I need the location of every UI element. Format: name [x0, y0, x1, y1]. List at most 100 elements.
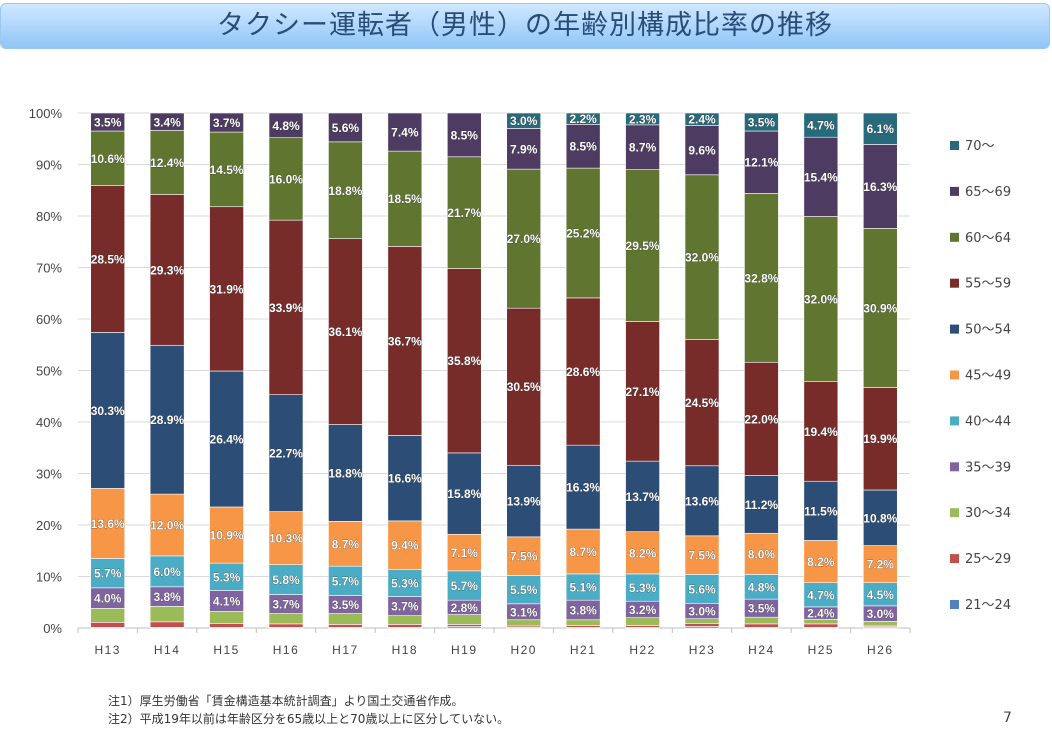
data-label: 28.9% — [150, 413, 184, 427]
data-label: 27.0% — [507, 232, 541, 246]
bar-segment — [506, 619, 542, 627]
data-label: 18.8% — [328, 466, 362, 480]
data-label: 27.1% — [626, 385, 660, 399]
bar-segment — [684, 339, 720, 467]
data-label: 30.3% — [91, 404, 125, 418]
bar-segment — [506, 464, 542, 538]
bar-segment — [328, 424, 363, 522]
data-label: 6.1% — [867, 122, 895, 136]
x-tick-label: H23 — [689, 643, 716, 657]
data-label: 13.6% — [685, 494, 719, 508]
bar-segment — [149, 555, 185, 588]
bar-segment — [684, 465, 720, 537]
legend-label: 50～54 — [965, 323, 1011, 338]
data-label: 11.5% — [804, 504, 838, 518]
bar-segment — [625, 169, 660, 322]
bar-segment — [565, 625, 601, 628]
y-tick-label: 20% — [36, 518, 62, 533]
legend-label: 30～34 — [965, 506, 1011, 521]
bar-segment — [803, 112, 839, 138]
bar-segment — [209, 623, 244, 628]
y-tick-label: 50% — [36, 364, 62, 379]
bar-segment — [446, 156, 482, 269]
bar-segment — [803, 381, 839, 482]
bar-segment — [862, 387, 898, 491]
bar-segment — [506, 128, 542, 170]
data-label: 13.7% — [626, 490, 660, 504]
data-label: 16.3% — [566, 481, 600, 495]
bar-segment — [684, 618, 720, 624]
legend-swatch — [950, 462, 959, 472]
data-label: 3.2% — [629, 603, 657, 617]
legend-label: 55～59 — [965, 277, 1011, 292]
legend-label: 60～64 — [965, 231, 1011, 246]
x-tick-label: H21 — [570, 643, 597, 657]
data-label: 14.5% — [210, 163, 244, 177]
x-tick-label: H16 — [273, 643, 300, 657]
data-label: 3.1% — [510, 605, 538, 619]
data-label: 24.5% — [685, 396, 719, 410]
x-tick-label: H22 — [629, 643, 656, 657]
y-tick-label: 40% — [36, 415, 62, 430]
bar-segment — [268, 112, 304, 139]
data-label: 5.3% — [629, 581, 657, 595]
bar-segment — [506, 536, 542, 576]
data-label: 15.4% — [804, 170, 838, 184]
data-label: 25.2% — [566, 226, 600, 240]
bar-segment — [268, 137, 304, 221]
bar-segment — [387, 624, 423, 628]
data-label: 4.8% — [748, 580, 776, 594]
bar-segment — [209, 506, 244, 564]
x-tick-label: H26 — [867, 643, 894, 657]
data-label: 5.7% — [451, 579, 479, 593]
bar-segment — [803, 540, 839, 583]
y-tick-label: 30% — [36, 467, 62, 482]
data-label: 8.7% — [629, 141, 657, 155]
bar-segment — [149, 194, 185, 346]
data-label: 2.4% — [807, 607, 835, 621]
data-label: 6.0% — [153, 565, 181, 579]
data-label: 3.0% — [510, 114, 538, 128]
bar-segment — [803, 480, 839, 541]
bar-segment — [149, 112, 185, 131]
data-label: 32.0% — [685, 251, 719, 265]
bar-segment — [565, 112, 601, 125]
bar-segment — [90, 488, 126, 559]
data-label: 3.5% — [332, 598, 360, 612]
bar-segment — [328, 112, 363, 143]
legend-label: 40～44 — [965, 414, 1011, 429]
bar-segment — [209, 131, 244, 208]
data-label: 8.5% — [569, 140, 597, 154]
bar-segment — [90, 332, 126, 489]
data-label: 22.7% — [269, 447, 303, 461]
bar-segment — [684, 623, 720, 627]
data-label: 3.4% — [153, 115, 181, 129]
bar-segment — [862, 489, 898, 546]
y-tick-label: 60% — [36, 312, 62, 327]
data-label: 7.2% — [867, 558, 895, 572]
bar-segment — [209, 206, 244, 372]
data-label: 26.4% — [210, 432, 244, 446]
bar-segment — [625, 573, 660, 602]
data-label: 21.7% — [447, 206, 481, 220]
bar-segment — [565, 167, 601, 299]
legend-label: 35～39 — [965, 460, 1011, 475]
bar-segment — [387, 435, 423, 522]
data-label: 29.3% — [150, 263, 184, 277]
data-label: 5.6% — [688, 582, 716, 596]
y-tick-label: 90% — [36, 158, 62, 173]
title-banner: タクシー運転者（男性）の年齢別構成比率の推移 — [0, 3, 1050, 49]
data-label: 8.7% — [332, 537, 360, 551]
bar-segment — [387, 150, 423, 247]
legend-label: 70～ — [965, 139, 995, 154]
x-tick-label: H24 — [748, 643, 775, 657]
data-label: 8.2% — [807, 555, 835, 569]
bar-segment — [744, 475, 779, 534]
data-label: 12.0% — [150, 519, 184, 533]
bar-segment — [744, 193, 779, 363]
bar-segment — [684, 535, 720, 575]
bar-segment — [744, 623, 779, 628]
data-label: 5.1% — [569, 581, 597, 595]
data-label: 5.6% — [332, 121, 360, 135]
